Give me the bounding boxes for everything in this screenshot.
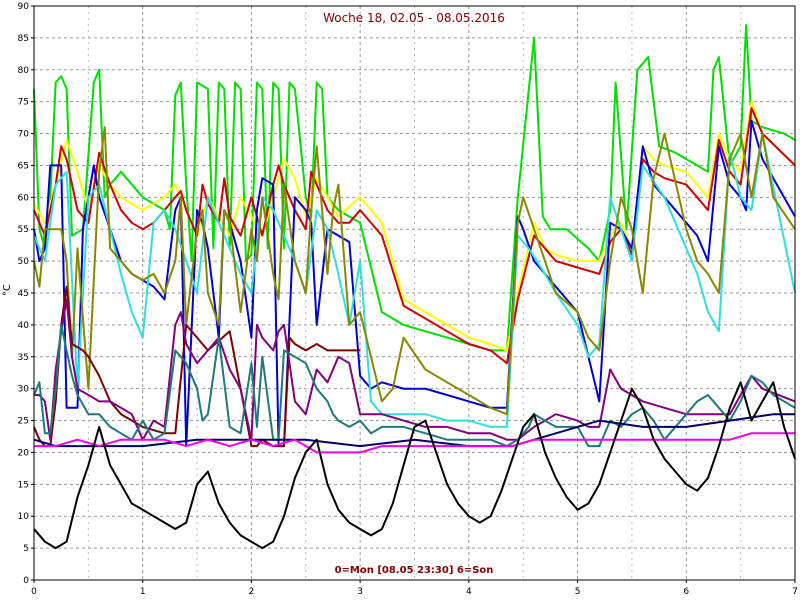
y-tick-label: 70 (18, 130, 30, 140)
y-tick-label: 5 (23, 544, 29, 554)
x-tick-label: 0 (31, 587, 37, 597)
y-tick-label: 90 (18, 2, 30, 12)
y-tick-label: 55 (18, 225, 29, 235)
y-tick-label: 35 (18, 353, 29, 363)
y-tick-label: 65 (18, 161, 29, 171)
y-tick-label: 10 (18, 512, 30, 522)
chart-footer: 0=Mon [08.05 23:30] 6=Son (335, 565, 494, 576)
y-tick-label: 80 (18, 66, 30, 76)
y-tick-label: 30 (18, 385, 30, 395)
y-tick-label: 85 (18, 34, 29, 44)
series-line-4 (33, 119, 796, 448)
x-tick-label: 5 (575, 587, 581, 597)
y-tick-label: 20 (18, 448, 30, 458)
series-line-5 (33, 132, 796, 428)
y-tick-label: 50 (18, 257, 30, 267)
axes (31, 5, 796, 583)
y-tick-label: 25 (18, 417, 29, 427)
series-layer (33, 24, 796, 550)
x-tick-label: 1 (140, 587, 146, 597)
series-line-8 (34, 298, 796, 441)
chart-title: Woche 18, 02.05 - 08.05.2016 (323, 11, 505, 25)
series-line-12 (33, 381, 796, 550)
series-line-2 (33, 100, 796, 352)
y-tick-label: 60 (18, 193, 30, 203)
x-tick-label: 6 (683, 587, 689, 597)
x-tick-label: 4 (466, 587, 472, 597)
series-line-9 (33, 323, 796, 448)
y-axis-label: °C (2, 284, 13, 296)
x-tick-label: 7 (792, 587, 798, 597)
x-tick-label: 3 (357, 587, 363, 597)
y-tick-label: 15 (18, 480, 29, 490)
grid (34, 6, 795, 580)
x-tick-label: 2 (249, 587, 255, 597)
series-line-1 (33, 24, 796, 352)
y-tick-label: 40 (18, 321, 30, 331)
series-line-6 (33, 126, 796, 416)
series-line-10 (33, 413, 795, 448)
y-tick-label: 0 (23, 576, 29, 586)
y-tick-label: 75 (18, 98, 29, 108)
y-tick-label: 45 (18, 289, 29, 299)
series-line-11 (34, 432, 795, 454)
